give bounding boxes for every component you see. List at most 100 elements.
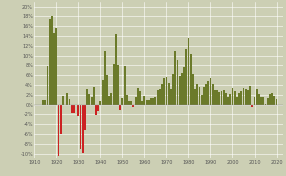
Bar [238, 93, 240, 105]
Bar [159, 89, 161, 105]
Bar [179, 76, 180, 105]
Bar [236, 97, 238, 105]
Bar [240, 91, 242, 105]
Bar [128, 101, 130, 105]
Bar [176, 60, 178, 105]
Bar [216, 90, 218, 105]
Bar [135, 97, 136, 105]
Bar [100, 101, 101, 105]
Bar [139, 91, 141, 105]
Bar [104, 51, 106, 105]
Bar [172, 74, 174, 105]
Bar [57, 105, 59, 156]
Bar [163, 78, 165, 105]
Bar [210, 78, 211, 105]
Bar [84, 105, 86, 130]
Bar [130, 101, 132, 105]
Bar [126, 95, 128, 105]
Bar [203, 87, 205, 105]
Bar [47, 66, 48, 105]
Bar [110, 93, 112, 105]
Bar [174, 51, 176, 105]
Bar [154, 97, 156, 105]
Bar [265, 104, 267, 105]
Bar [146, 100, 148, 105]
Bar [55, 28, 57, 105]
Bar [82, 105, 84, 153]
Bar [62, 96, 64, 105]
Bar [267, 98, 269, 105]
Bar [66, 93, 68, 105]
Bar [249, 86, 251, 105]
Bar [150, 98, 152, 105]
Bar [269, 94, 271, 105]
Bar [194, 89, 196, 105]
Bar [201, 95, 202, 105]
Bar [262, 97, 264, 105]
Bar [71, 105, 73, 113]
Bar [97, 105, 99, 111]
Bar [119, 105, 121, 110]
Bar [229, 94, 231, 105]
Bar [166, 77, 167, 105]
Bar [115, 34, 117, 105]
Bar [227, 97, 229, 105]
Bar [132, 105, 134, 106]
Bar [218, 92, 220, 105]
Bar [108, 96, 110, 105]
Bar [51, 16, 53, 105]
Bar [53, 33, 55, 105]
Bar [44, 100, 46, 105]
Bar [69, 99, 70, 105]
Bar [247, 90, 249, 105]
Bar [198, 87, 200, 105]
Bar [157, 90, 158, 105]
Bar [221, 91, 223, 105]
Bar [144, 96, 145, 105]
Bar [271, 93, 273, 105]
Bar [205, 84, 207, 105]
Bar [161, 84, 163, 105]
Bar [183, 67, 185, 105]
Bar [60, 105, 62, 134]
Bar [124, 66, 126, 105]
Bar [258, 94, 260, 105]
Bar [188, 39, 189, 105]
Bar [91, 97, 92, 105]
Bar [273, 96, 275, 105]
Bar [190, 54, 192, 105]
Bar [93, 87, 95, 105]
Bar [88, 94, 90, 105]
Bar [106, 75, 108, 105]
Bar [86, 89, 88, 105]
Bar [192, 74, 194, 105]
Bar [181, 73, 183, 105]
Bar [234, 91, 236, 105]
Bar [185, 49, 187, 105]
Bar [232, 88, 233, 105]
Bar [207, 81, 209, 105]
Bar [214, 90, 216, 105]
Bar [78, 105, 79, 116]
Bar [73, 105, 75, 113]
Bar [148, 100, 150, 105]
Bar [117, 65, 119, 105]
Bar [42, 100, 44, 105]
Bar [49, 19, 51, 105]
Bar [225, 93, 227, 105]
Bar [276, 99, 277, 105]
Bar [113, 64, 114, 105]
Bar [141, 101, 143, 105]
Bar [245, 89, 247, 105]
Bar [95, 105, 97, 115]
Bar [137, 88, 139, 105]
Bar [243, 88, 245, 105]
Bar [152, 98, 154, 105]
Bar [102, 80, 104, 105]
Bar [251, 105, 253, 106]
Bar [122, 98, 123, 105]
Bar [170, 89, 172, 105]
Bar [256, 89, 258, 105]
Bar [212, 84, 214, 105]
Bar [223, 90, 225, 105]
